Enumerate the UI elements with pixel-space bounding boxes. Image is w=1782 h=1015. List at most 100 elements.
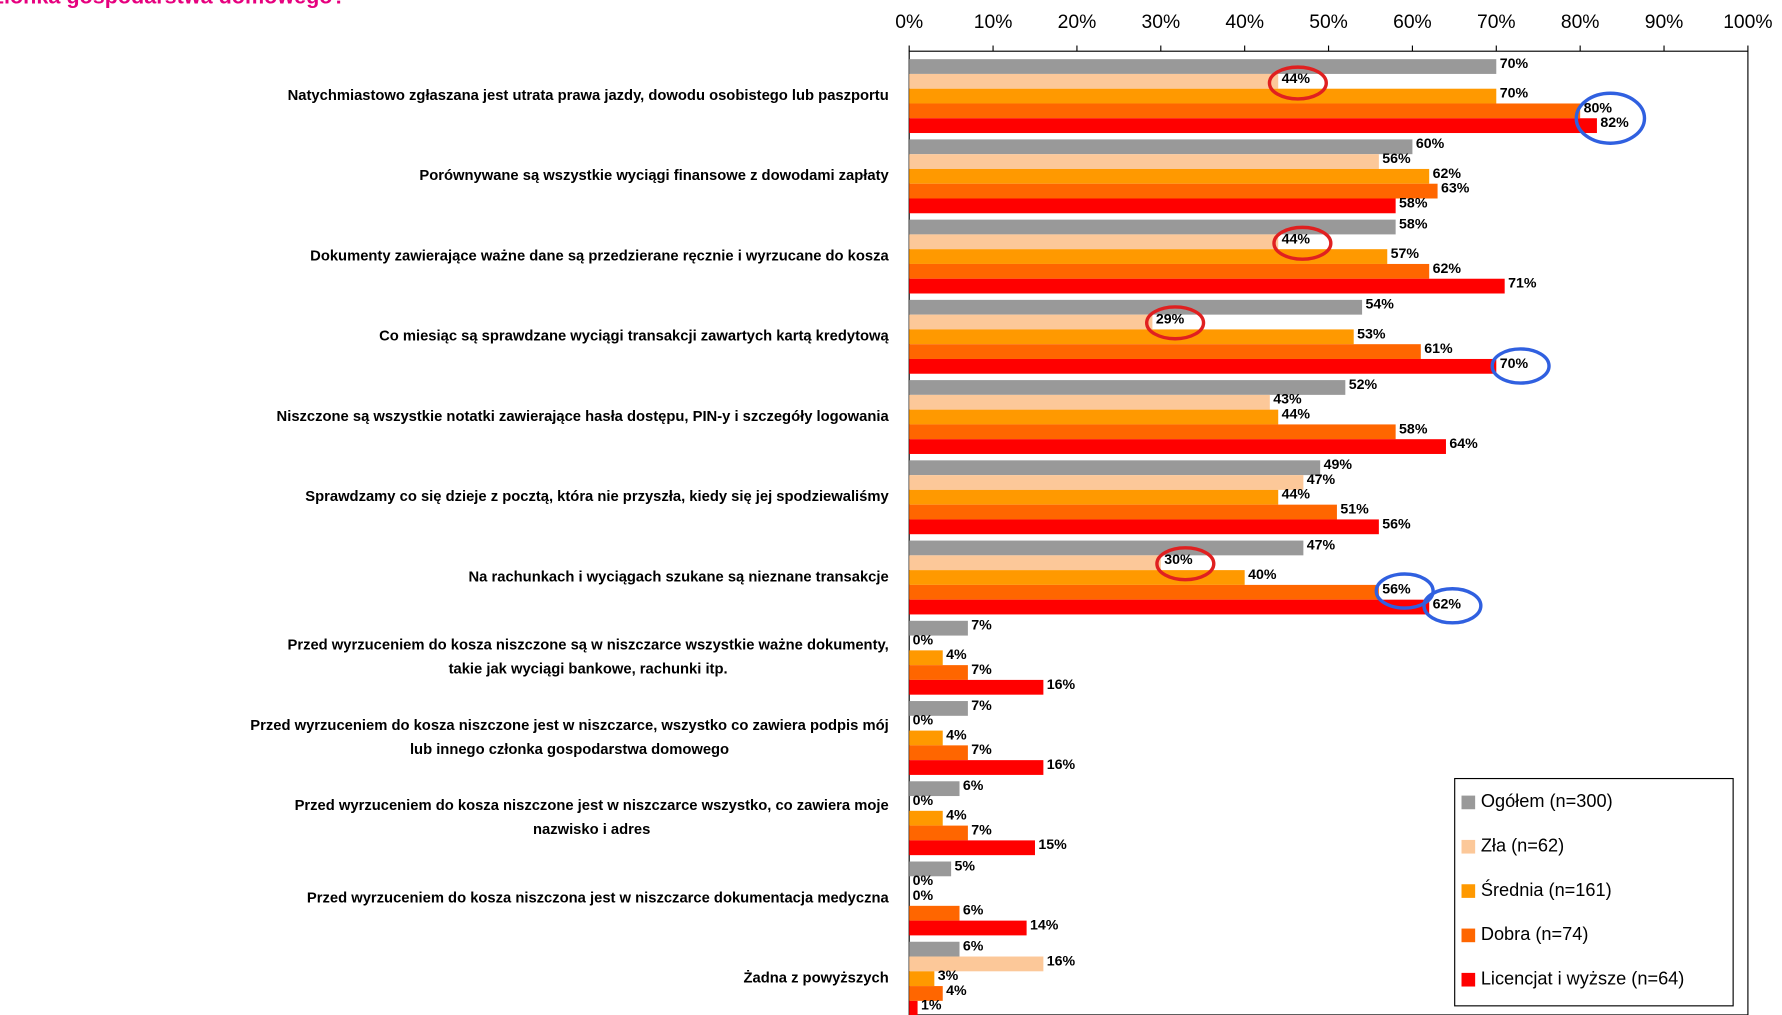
bar [909,424,1396,440]
annotations [1145,65,1647,625]
bar [909,73,1279,89]
value-label: 58% [1399,421,1428,437]
bar [909,956,1044,972]
value-label: 0% [913,793,934,809]
value-label: 56% [1382,151,1411,167]
value-label: 4% [946,647,967,663]
x-tick-label: 70% [1477,12,1516,33]
bar [909,905,960,921]
plot-area: 0% 10% 20% 30% 40% 50% 60% 70% 80% 90% 100% Natychm… [250,12,1773,1015]
value-label: 62% [1433,261,1462,277]
value-label: 6% [963,903,984,919]
legend: Ogółem (n=300) Zła (n=62) Średnia (n=161) D… [1454,777,1734,1007]
category-label: Przed wyrzuceniem do kosza niszczone jes… [295,798,889,814]
bar [909,679,1044,695]
category-label: Sprawdzamy co się dzieje z pocztą, która… [305,489,889,505]
value-label: 44% [1282,231,1311,247]
value-label: 15% [1038,837,1067,853]
chart-title: złonka gospodarstwa domowego? [0,0,346,8]
value-label: 16% [1047,677,1076,693]
value-label: 4% [946,983,967,999]
x-tick-label: 20% [1058,12,1097,33]
value-label: 47% [1307,472,1336,488]
value-label: 1% [921,998,942,1014]
category-label: nazwisko i adres [533,822,650,838]
value-label: 47% [1307,537,1336,553]
legend-label: Ogółem (n=300) [1481,791,1613,811]
value-label: 0% [913,873,934,889]
value-label: 0% [913,713,934,729]
value-label: 70% [1500,356,1529,372]
value-label: 53% [1357,326,1386,342]
highlight [1490,347,1551,385]
value-label: 56% [1382,582,1411,598]
bar [909,730,943,746]
bar [909,380,1346,395]
value-label: 43% [1273,392,1302,408]
bar [909,183,1438,199]
value-label: 57% [1391,246,1420,262]
value-label: 7% [971,742,992,758]
x-tick-label: 60% [1393,12,1432,33]
bar [909,460,1321,476]
bar [909,475,1304,490]
highlight [1272,225,1333,261]
value-label: 14% [1030,917,1059,933]
x-tick-label: 40% [1225,12,1264,33]
value-label: 6% [963,778,984,794]
value-label: 54% [1366,297,1395,313]
bar [909,810,943,826]
bar [909,249,1388,264]
highlight [1267,65,1328,101]
value-label: 64% [1449,436,1478,452]
bar [909,986,943,1001]
bar [909,971,935,987]
value-label: 70% [1500,86,1529,102]
category-label: Na rachunkach i wyciągach szukane są nie… [469,569,889,585]
bar [909,665,968,680]
legend-swatch [1461,795,1476,810]
value-label: 0% [913,632,934,648]
value-label: 44% [1282,487,1311,503]
bar [909,329,1354,345]
bar [909,358,1497,374]
value-label: 29% [1156,312,1185,328]
bar [909,825,968,841]
x-tick-label: 100% [1723,12,1772,33]
bar [909,234,1279,250]
bar [909,299,1363,315]
bar [909,650,943,666]
category-label: Dokumenty zawierające ważne dane są prze… [310,248,889,264]
bar [909,278,1505,294]
category-label: Przed wyrzuceniem do kosza niszczone są … [287,638,888,654]
highlight [1145,305,1206,341]
x-tick-label: 50% [1309,12,1348,33]
legend-label: Średnia (n=161) [1481,879,1612,900]
bar [909,599,1430,615]
bar [909,489,1279,505]
value-label: 40% [1248,567,1277,583]
bar [909,88,1497,104]
value-label: 16% [1047,757,1076,773]
bar [909,409,1279,425]
legend-swatch [1461,928,1476,943]
value-label: 4% [946,727,967,743]
value-label: 16% [1047,953,1076,969]
value-label: 63% [1441,181,1470,197]
bar [909,394,1270,410]
bar [909,941,960,957]
value-label: 49% [1324,457,1353,473]
highlight [1574,91,1647,145]
value-label: 52% [1349,377,1378,393]
value-label: 58% [1399,216,1428,232]
category-label: lub innego członka gospodarstwa domowego [410,742,729,758]
category-label: Przed wyrzuceniem do kosza niszczona jes… [307,890,890,906]
bar [909,519,1379,535]
category-label: Przed wyrzuceniem do kosza niszczone jes… [250,718,888,734]
bar [909,540,1304,556]
category-label: takie jak wyciągi bankowe, rachunki itp. [449,662,728,678]
value-label: 51% [1340,502,1369,518]
value-label: 80% [1584,100,1613,116]
value-label: 3% [938,968,959,984]
